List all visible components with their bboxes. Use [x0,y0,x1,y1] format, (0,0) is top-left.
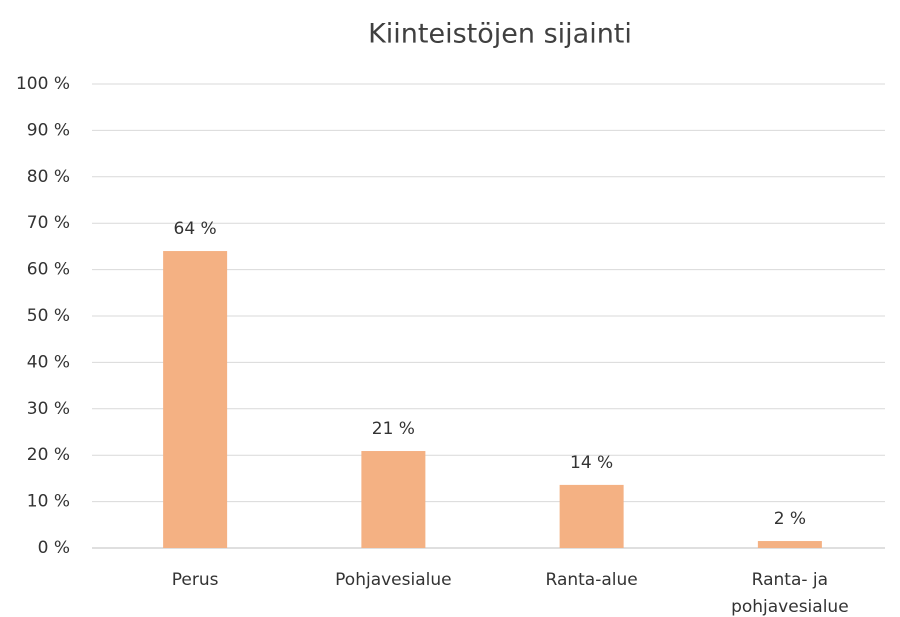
data-label: 21 % [372,419,415,439]
y-tick-label: 20 % [27,445,70,465]
y-tick-label: 60 % [27,260,70,280]
y-tick-label: 10 % [27,492,70,512]
bar [361,451,426,548]
x-tick-label: Perus [172,570,219,590]
bar [163,251,228,549]
x-tick-label: Ranta- ja pohjavesialue [731,570,849,617]
y-tick-label: 40 % [27,352,70,372]
x-tick-label: Ranta-alue [546,570,638,590]
chart-title: Kiinteistöjen sijainti [368,19,632,50]
y-tick-label: 30 % [27,399,70,419]
y-tick-label: 0 % [38,538,70,558]
bar [559,484,624,548]
data-label: 64 % [174,219,217,239]
bar [757,541,822,548]
y-tick-label: 80 % [27,167,70,187]
y-tick-label: 70 % [27,213,70,233]
data-label: 2 % [774,509,806,529]
x-tick-label: Pohjavesialue [335,570,451,590]
data-label: 14 % [570,453,613,473]
y-tick-label: 50 % [27,306,70,326]
y-tick-label: 100 % [16,74,70,94]
y-tick-label: 90 % [27,120,70,140]
